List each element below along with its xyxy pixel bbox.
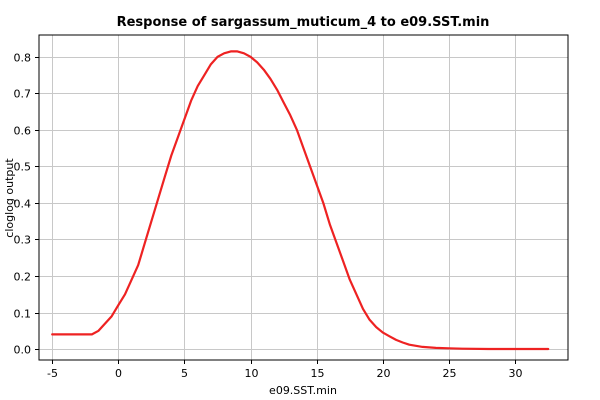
x-tick-label: 20: [377, 367, 391, 380]
y-tick-label: 0.2: [14, 271, 32, 284]
tick-layer: -5 0 5 10 15 20 25 30 0.0 0.1 0.2 0.3 0.4 0.5 0.6 0.7 0.…: [14, 52, 523, 381]
x-tick-label: 30: [509, 367, 523, 380]
y-tick-label: 0.7: [14, 88, 32, 101]
x-tick-label: 15: [311, 367, 325, 380]
grid-layer: [39, 35, 568, 360]
y-axis-label: cloglog output: [3, 158, 16, 238]
x-tick-label: 5: [181, 367, 188, 380]
x-axis-label: e09.SST.min: [269, 384, 337, 397]
response-curve: [51, 50, 550, 351]
x-tick-label: 10: [245, 367, 259, 380]
x-tick-label: -5: [47, 367, 58, 380]
y-tick-label: 0.3: [14, 234, 32, 247]
y-tick-label: 0.6: [14, 125, 32, 138]
y-tick-label: 0.0: [14, 344, 32, 357]
plot-frame: [38, 34, 569, 361]
series-layer: [51, 50, 550, 351]
y-tick-label: 0.1: [14, 308, 32, 321]
y-tick-label: 0.4: [14, 198, 32, 211]
y-tick-label: 0.8: [14, 52, 32, 65]
y-tick-label: 0.5: [14, 161, 32, 174]
x-tick-label: 25: [443, 367, 457, 380]
x-tick-label: 0: [115, 367, 122, 380]
chart-title: Response of sargassum_muticum_4 to e09.S…: [117, 15, 490, 30]
